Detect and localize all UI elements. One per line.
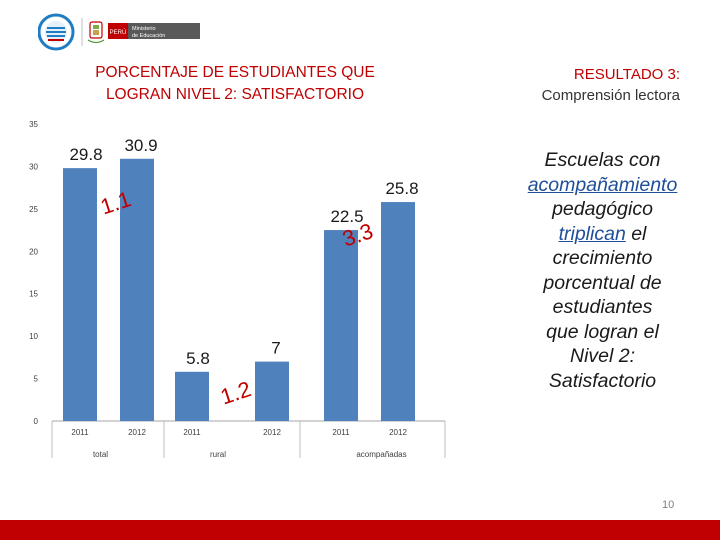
group-label-rural: rural — [210, 450, 226, 459]
x-tick-year-label: 2011 — [332, 428, 350, 437]
y-tick-label: 20 — [29, 247, 38, 256]
y-tick-label: 0 — [34, 417, 39, 426]
x-tick-year-label: 2012 — [128, 428, 146, 437]
peru-flag-block — [108, 23, 128, 39]
campaign-badge-icon — [38, 13, 75, 51]
message-line-1: Escuelas con — [544, 149, 661, 171]
group-label-acompañadas: acompañadas — [356, 450, 406, 459]
message-line-8: Nivel 2: — [569, 345, 636, 367]
bar-total-2011 — [63, 168, 97, 421]
x-tick-year-label: 2012 — [389, 428, 407, 437]
y-tick-label: 25 — [29, 205, 38, 214]
chart-title: PORCENTAJE DE ESTUDIANTES QUE LOGRAN NIV… — [60, 62, 410, 106]
bar-data-label: 29.8 — [69, 145, 102, 164]
x-tick-year-label: 2012 — [263, 428, 281, 437]
page-number: 10 — [662, 499, 675, 511]
bar-data-label: 7 — [271, 339, 280, 358]
ministry-header-logo: PERÚ Ministerio de Educación — [38, 13, 200, 51]
growth-annotation-rural: 1.2 — [217, 376, 254, 409]
peru-coat-of-arms-icon — [87, 21, 105, 44]
bar-rural-2011 — [175, 371, 209, 421]
result-box: RESULTADO 3: Comprensión lectora — [542, 64, 680, 106]
y-tick-label: 5 — [34, 375, 39, 384]
key-message: Escuelas con acompañamiento pedagógico t… — [505, 148, 700, 393]
message-line-2: pedagógico — [552, 198, 653, 220]
bar-data-label: 30.9 — [124, 136, 157, 155]
y-tick-label: 35 — [29, 120, 38, 129]
y-tick-label: 15 — [29, 290, 38, 299]
bar-data-label: 22.5 — [330, 207, 363, 226]
y-tick-label: 30 — [29, 162, 38, 171]
result-label: RESULTADO 3: — [573, 66, 680, 83]
ministry-name-block — [128, 23, 200, 39]
group-label-total: total — [93, 450, 108, 459]
message-highlight-triplican: triplican — [558, 222, 626, 245]
chart-title-line1: PORCENTAJE DE ESTUDIANTES QUE — [95, 64, 375, 81]
message-line-3-rest: el — [625, 222, 647, 245]
message-line-7: que logran el — [546, 320, 659, 343]
bar-data-label: 5.8 — [186, 349, 210, 368]
bar-acompañadas-2012 — [381, 202, 415, 421]
chart-title-line2: LOGRAN NIVEL 2: SATISFACTORIO — [105, 86, 365, 103]
message-line-6: estudiantes — [552, 296, 653, 318]
ministry-name-line1: Ministerio — [132, 26, 156, 32]
footer-bar — [0, 520, 720, 540]
peru-label: PERÚ — [110, 29, 127, 36]
x-tick-year-label: 2011 — [71, 428, 89, 437]
bar-total-2012 — [120, 158, 154, 421]
bar-acompañadas-2011 — [324, 230, 358, 421]
bar-chart: 0510152025303529.8201130.92012total1.15.… — [29, 120, 446, 459]
result-subtitle: Comprensión lectora — [541, 87, 680, 104]
y-tick-label: 10 — [29, 332, 38, 341]
bar-data-label: 25.8 — [385, 179, 418, 198]
message-line-5: porcentual de — [543, 271, 662, 294]
message-line-4: crecimiento — [552, 247, 653, 269]
message-highlight-acompanamiento: acompañamiento — [527, 173, 678, 196]
ministry-name-line2: de Educación — [132, 33, 165, 39]
bar-rural-2012 — [255, 361, 289, 421]
x-tick-year-label: 2011 — [183, 428, 201, 437]
message-line-9: Satisfactorio — [548, 369, 657, 392]
